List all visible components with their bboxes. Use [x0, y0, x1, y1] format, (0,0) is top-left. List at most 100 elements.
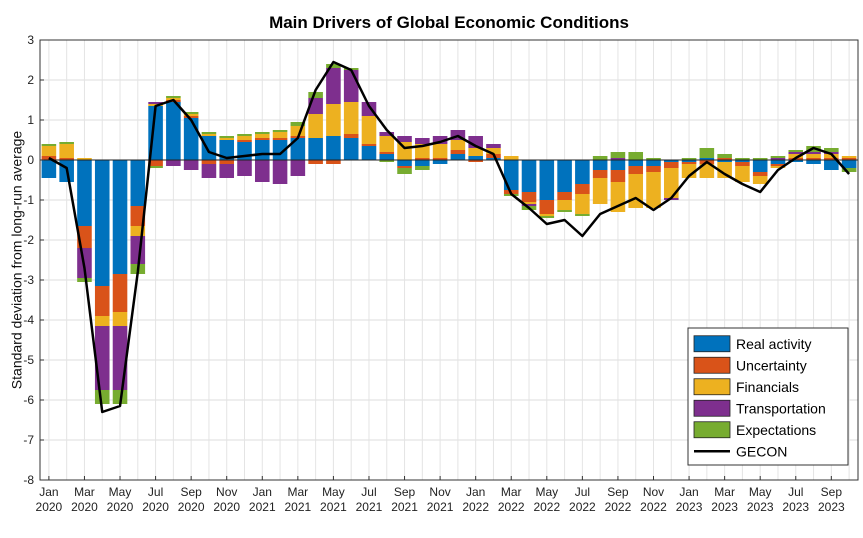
x-tick-month: Jan	[39, 485, 58, 499]
bar-uncertainty	[646, 166, 661, 172]
chart-title: Main Drivers of Global Economic Conditio…	[269, 13, 629, 32]
bar-real-activity	[788, 160, 804, 162]
bar-uncertainty	[841, 158, 857, 160]
bar-transportation	[521, 204, 537, 206]
bar-expectations	[539, 216, 555, 218]
bar-uncertainty	[592, 170, 608, 178]
x-tick-month: Jul	[788, 485, 803, 499]
y-tick-label: 2	[27, 73, 34, 87]
bar-real-activity	[539, 160, 555, 200]
x-tick-year: 2023	[818, 500, 845, 514]
bar-financials	[752, 176, 768, 184]
x-tick-month: Mar	[714, 485, 735, 499]
legend-swatch	[693, 399, 731, 417]
bar-uncertainty	[628, 166, 644, 174]
bar-uncertainty	[450, 150, 466, 154]
bar-expectations	[254, 132, 270, 134]
bar-expectations	[824, 148, 839, 152]
bar-real-activity	[486, 158, 501, 160]
bar-transportation	[432, 136, 448, 144]
bar-financials	[717, 162, 732, 178]
bar-expectations	[788, 150, 804, 152]
bar-transportation	[343, 70, 359, 102]
x-tick-month: Jul	[361, 485, 376, 499]
bar-real-activity	[575, 160, 590, 184]
bar-financials	[539, 214, 555, 216]
bar-real-activity	[592, 160, 608, 170]
bar-transportation	[770, 158, 786, 160]
x-tick-year: 2021	[391, 500, 418, 514]
bar-financials	[201, 134, 217, 136]
bar-transportation	[254, 160, 270, 182]
bar-uncertainty	[432, 158, 448, 160]
bar-real-activity	[130, 160, 146, 206]
x-tick-year: 2021	[427, 500, 454, 514]
bar-transportation	[486, 144, 501, 148]
bar-real-activity	[717, 160, 732, 162]
x-tick-year: 2020	[107, 500, 134, 514]
bar-real-activity	[308, 138, 323, 160]
bar-transportation	[237, 160, 252, 176]
bar-real-activity	[201, 136, 217, 160]
bar-financials	[788, 154, 804, 158]
bar-financials	[272, 132, 288, 138]
x-tick-year: 2020	[71, 500, 98, 514]
bar-real-activity	[770, 160, 786, 164]
bar-transportation	[806, 152, 821, 154]
bar-financials	[770, 166, 786, 168]
bar-expectations	[628, 152, 644, 160]
legend-entry: Financials	[736, 379, 799, 395]
x-tick-year: 2022	[569, 500, 596, 514]
bar-transportation	[130, 236, 146, 264]
x-tick-year: 2022	[640, 500, 667, 514]
plot-frame	[39, 39, 859, 481]
x-tick-month: Nov	[216, 485, 237, 499]
bar-financials	[77, 158, 92, 160]
bar-expectations	[272, 130, 288, 132]
x-tick-month: May	[535, 485, 558, 499]
bar-expectations	[717, 154, 732, 158]
bar-real-activity	[450, 154, 466, 160]
line-gecon	[48, 60, 851, 414]
bar-financials	[41, 146, 57, 156]
bar-uncertainty	[717, 158, 732, 160]
bar-transportation	[166, 160, 181, 166]
bar-real-activity	[290, 138, 306, 160]
bar-real-activity	[326, 136, 341, 160]
x-tick-month: Nov	[429, 485, 450, 499]
x-tick-month: Nov	[643, 485, 664, 499]
bar-uncertainty	[752, 172, 768, 176]
y-tick-label: -3	[23, 273, 34, 287]
y-tick-label: -1	[23, 193, 34, 207]
bar-expectations	[183, 112, 199, 114]
bar-uncertainty	[415, 158, 430, 160]
bar-expectations	[237, 134, 252, 136]
bar-real-activity	[254, 140, 270, 160]
y-tick-label: -7	[23, 433, 34, 447]
bar-financials	[486, 148, 501, 154]
bar-financials	[575, 194, 590, 214]
bar-financials	[379, 136, 395, 152]
bar-uncertainty	[610, 170, 626, 182]
bar-expectations	[610, 152, 626, 158]
bar-uncertainty	[468, 160, 483, 162]
bar-uncertainty	[663, 162, 679, 168]
bar-financials	[824, 154, 839, 158]
bar-uncertainty	[272, 138, 288, 140]
x-tick-year: 2023	[711, 500, 738, 514]
x-tick-year: 2022	[498, 500, 525, 514]
bar-financials	[557, 200, 572, 210]
legend-entry: Expectations	[736, 422, 816, 438]
bar-real-activity	[752, 160, 768, 172]
bar-uncertainty	[148, 160, 163, 166]
x-tick-month: Sep	[394, 485, 416, 499]
x-tick-month: Mar	[74, 485, 95, 499]
x-tick-year: 2020	[178, 500, 205, 514]
bar-real-activity	[646, 160, 661, 166]
bar-financials	[254, 134, 270, 138]
x-tick-year: 2021	[356, 500, 383, 514]
bar-real-activity	[806, 160, 821, 164]
bar-real-activity	[557, 160, 572, 192]
bar-expectations	[379, 160, 395, 162]
bar-uncertainty	[112, 274, 128, 312]
